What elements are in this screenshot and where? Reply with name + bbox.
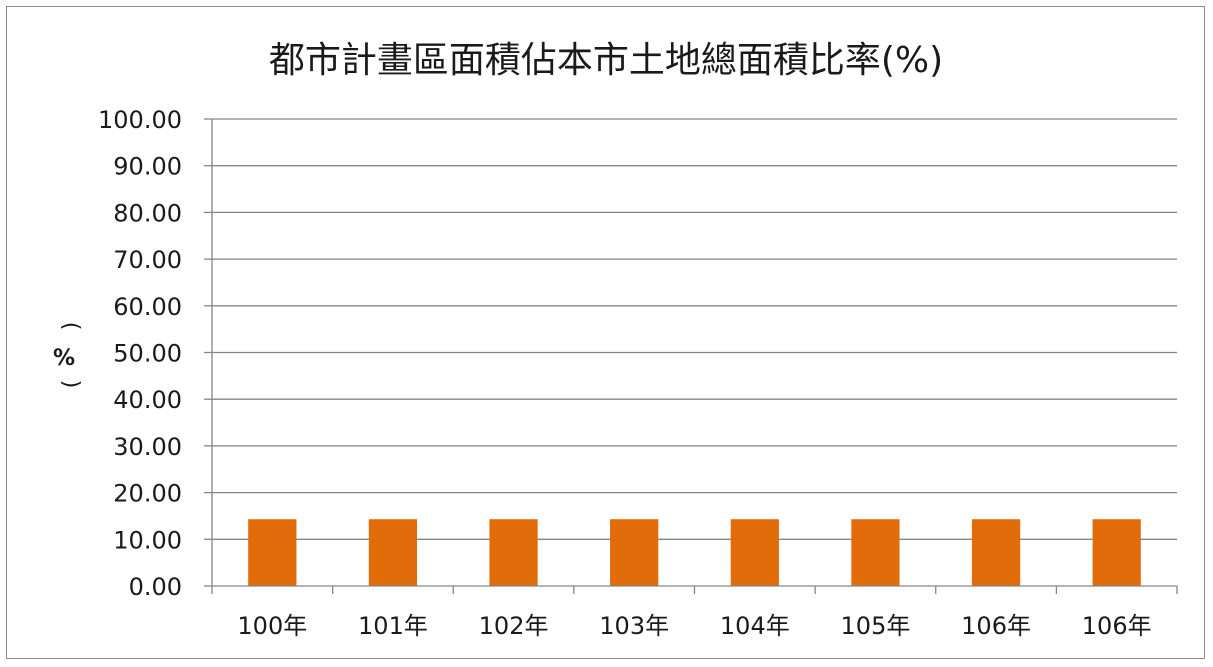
bar: [368, 519, 418, 586]
y-tick-label: 10.00: [113, 526, 182, 554]
y-tick-label: 70.00: [113, 246, 182, 274]
bars: [248, 519, 1141, 586]
x-axis-ticks: 100年 101年 102年 103年 104年 105年 106年 106年: [211, 586, 1178, 640]
x-tick-label: 105年: [841, 612, 911, 640]
x-tick-label: 106年: [961, 612, 1031, 640]
x-tick-label: 100年: [237, 612, 307, 640]
y-axis-label-open-paren: (: [58, 322, 83, 331]
bar: [610, 519, 659, 586]
y-tick-label: 30.00: [113, 433, 182, 461]
y-tick-label: 20.00: [113, 480, 182, 508]
bar: [730, 519, 779, 586]
y-tick-label: 90.00: [113, 153, 182, 181]
x-tick-label: 106年: [1082, 612, 1152, 640]
y-axis-label-close-paren: ): [58, 380, 83, 389]
y-tick-label: 50.00: [113, 340, 182, 368]
y-tick-label: 60.00: [113, 293, 182, 321]
x-tick-label: 104年: [720, 612, 790, 640]
x-tick-label: 102年: [479, 612, 549, 640]
chart-title: 都市計畫區面積佔本市土地總面積比率(%): [269, 40, 943, 81]
y-axis-label: ( % ): [53, 322, 83, 389]
bar: [971, 519, 1021, 586]
y-axis-ticks: 0.00 10.00 20.00 30.00 40.00 50.00 60.00 70.00 8…: [98, 106, 212, 601]
bar: [489, 519, 538, 586]
x-tick-label: 101年: [358, 612, 428, 640]
gridlines: [212, 118, 1177, 540]
bar: [248, 519, 297, 586]
y-tick-label: 100.00: [98, 106, 182, 134]
y-tick-label: 80.00: [113, 199, 182, 227]
bar: [851, 519, 900, 586]
bar: [1092, 519, 1141, 586]
y-tick-label: 40.00: [113, 386, 182, 414]
y-axis-label-text: %: [53, 346, 75, 371]
x-tick-label: 103年: [599, 612, 669, 640]
y-tick-label: 0.00: [129, 573, 182, 601]
